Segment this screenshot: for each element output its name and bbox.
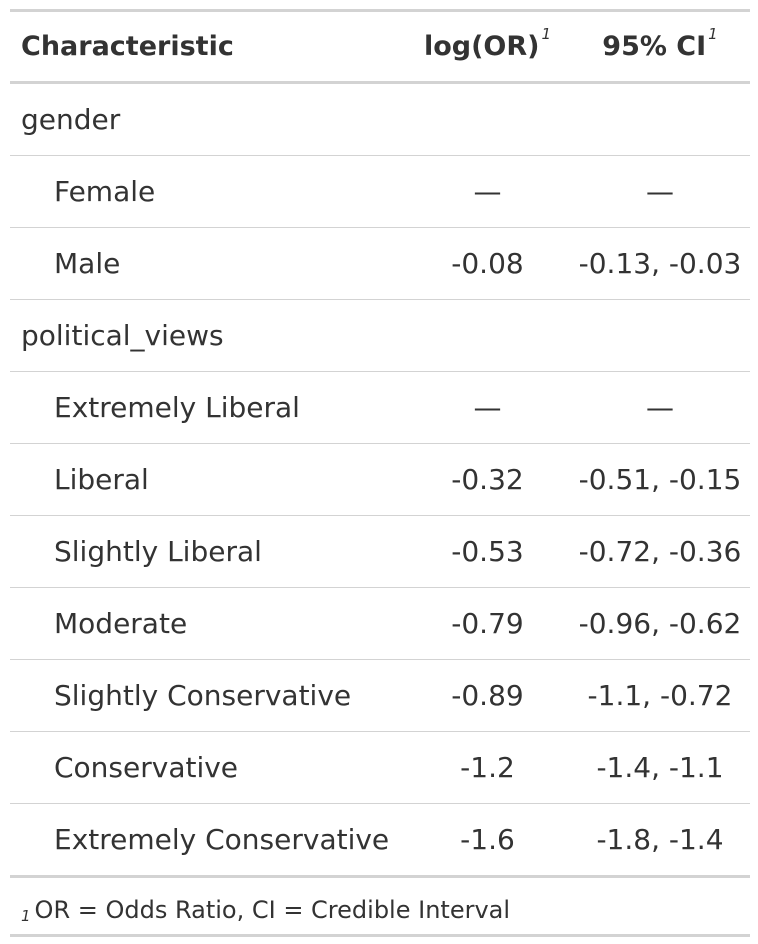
- row-label: Moderate: [10, 587, 405, 660]
- row-label: Slightly Conservative: [10, 659, 405, 732]
- row-ci: —: [570, 371, 750, 444]
- row-label: Liberal: [10, 443, 405, 516]
- row-log-or: -1.6: [405, 803, 570, 878]
- row-ci: -1.8, -1.4: [570, 803, 750, 878]
- row-log-or: —: [405, 155, 570, 228]
- group-label: political_views: [10, 299, 750, 372]
- table-row: Moderate -0.79 -0.96, -0.62: [10, 587, 750, 660]
- row-label: Extremely Conservative: [10, 803, 405, 878]
- row-ci: -0.96, -0.62: [570, 587, 750, 660]
- group-row-gender: gender: [10, 82, 750, 156]
- header-characteristic: Characteristic: [10, 12, 405, 84]
- group-label: gender: [10, 82, 750, 156]
- row-log-or: —: [405, 371, 570, 444]
- row-ci: -0.72, -0.36: [570, 515, 750, 588]
- row-ci: —: [570, 155, 750, 228]
- table-row: Extremely Conservative -1.6 -1.8, -1.4: [10, 803, 750, 878]
- row-ci: -0.51, -0.15: [570, 443, 750, 516]
- row-ci: -0.13, -0.03: [570, 227, 750, 300]
- row-label: Male: [10, 227, 405, 300]
- table-row: Female — —: [10, 155, 750, 228]
- header-ci-label: 95% CI: [602, 31, 707, 62]
- row-label: Extremely Liberal: [10, 371, 405, 444]
- header-characteristic-label: Characteristic: [21, 31, 234, 62]
- table-row: Liberal -0.32 -0.51, -0.15: [10, 443, 750, 516]
- row-label: Female: [10, 155, 405, 228]
- table-row: Slightly Liberal -0.53 -0.72, -0.36: [10, 515, 750, 588]
- header-log-or-footnote-marker: 1: [541, 25, 552, 43]
- row-log-or: -0.32: [405, 443, 570, 516]
- header-ci: 95% CI 1: [570, 12, 750, 84]
- footnote-marker: 1: [21, 907, 31, 925]
- group-row-political-views: political_views: [10, 299, 750, 372]
- table-top-rule: [10, 9, 750, 12]
- row-log-or: -1.2: [405, 731, 570, 804]
- header-log-or-label: log(OR): [423, 31, 540, 62]
- header-row: Characteristic log(OR) 1 95% CI 1: [10, 12, 750, 84]
- table-row: Male -0.08 -0.13, -0.03: [10, 227, 750, 300]
- row-log-or: -0.08: [405, 227, 570, 300]
- row-log-or: -0.89: [405, 659, 570, 732]
- row-label: Conservative: [10, 731, 405, 804]
- header-ci-footnote-marker: 1: [708, 25, 718, 43]
- row-ci: -1.4, -1.1: [570, 731, 750, 804]
- row-log-or: -0.79: [405, 587, 570, 660]
- header-log-or: log(OR) 1: [405, 12, 570, 84]
- table-row: Extremely Liberal — —: [10, 371, 750, 444]
- regression-table: Characteristic log(OR) 1 95% CI 1 gender F…: [10, 9, 750, 937]
- table-row: Conservative -1.2 -1.4, -1.1: [10, 731, 750, 804]
- table-row: Slightly Conservative -0.89 -1.1, -0.72: [10, 659, 750, 732]
- row-label: Slightly Liberal: [10, 515, 405, 588]
- footnote-text: OR = Odds Ratio, CI = Credible Interval: [34, 896, 511, 924]
- row-log-or: -0.53: [405, 515, 570, 588]
- results-table: Characteristic log(OR) 1 95% CI 1 gender F…: [10, 12, 750, 878]
- row-ci: -1.1, -0.72: [570, 659, 750, 732]
- table-footnote: 1 OR = Odds Ratio, CI = Credible Interval: [10, 878, 750, 937]
